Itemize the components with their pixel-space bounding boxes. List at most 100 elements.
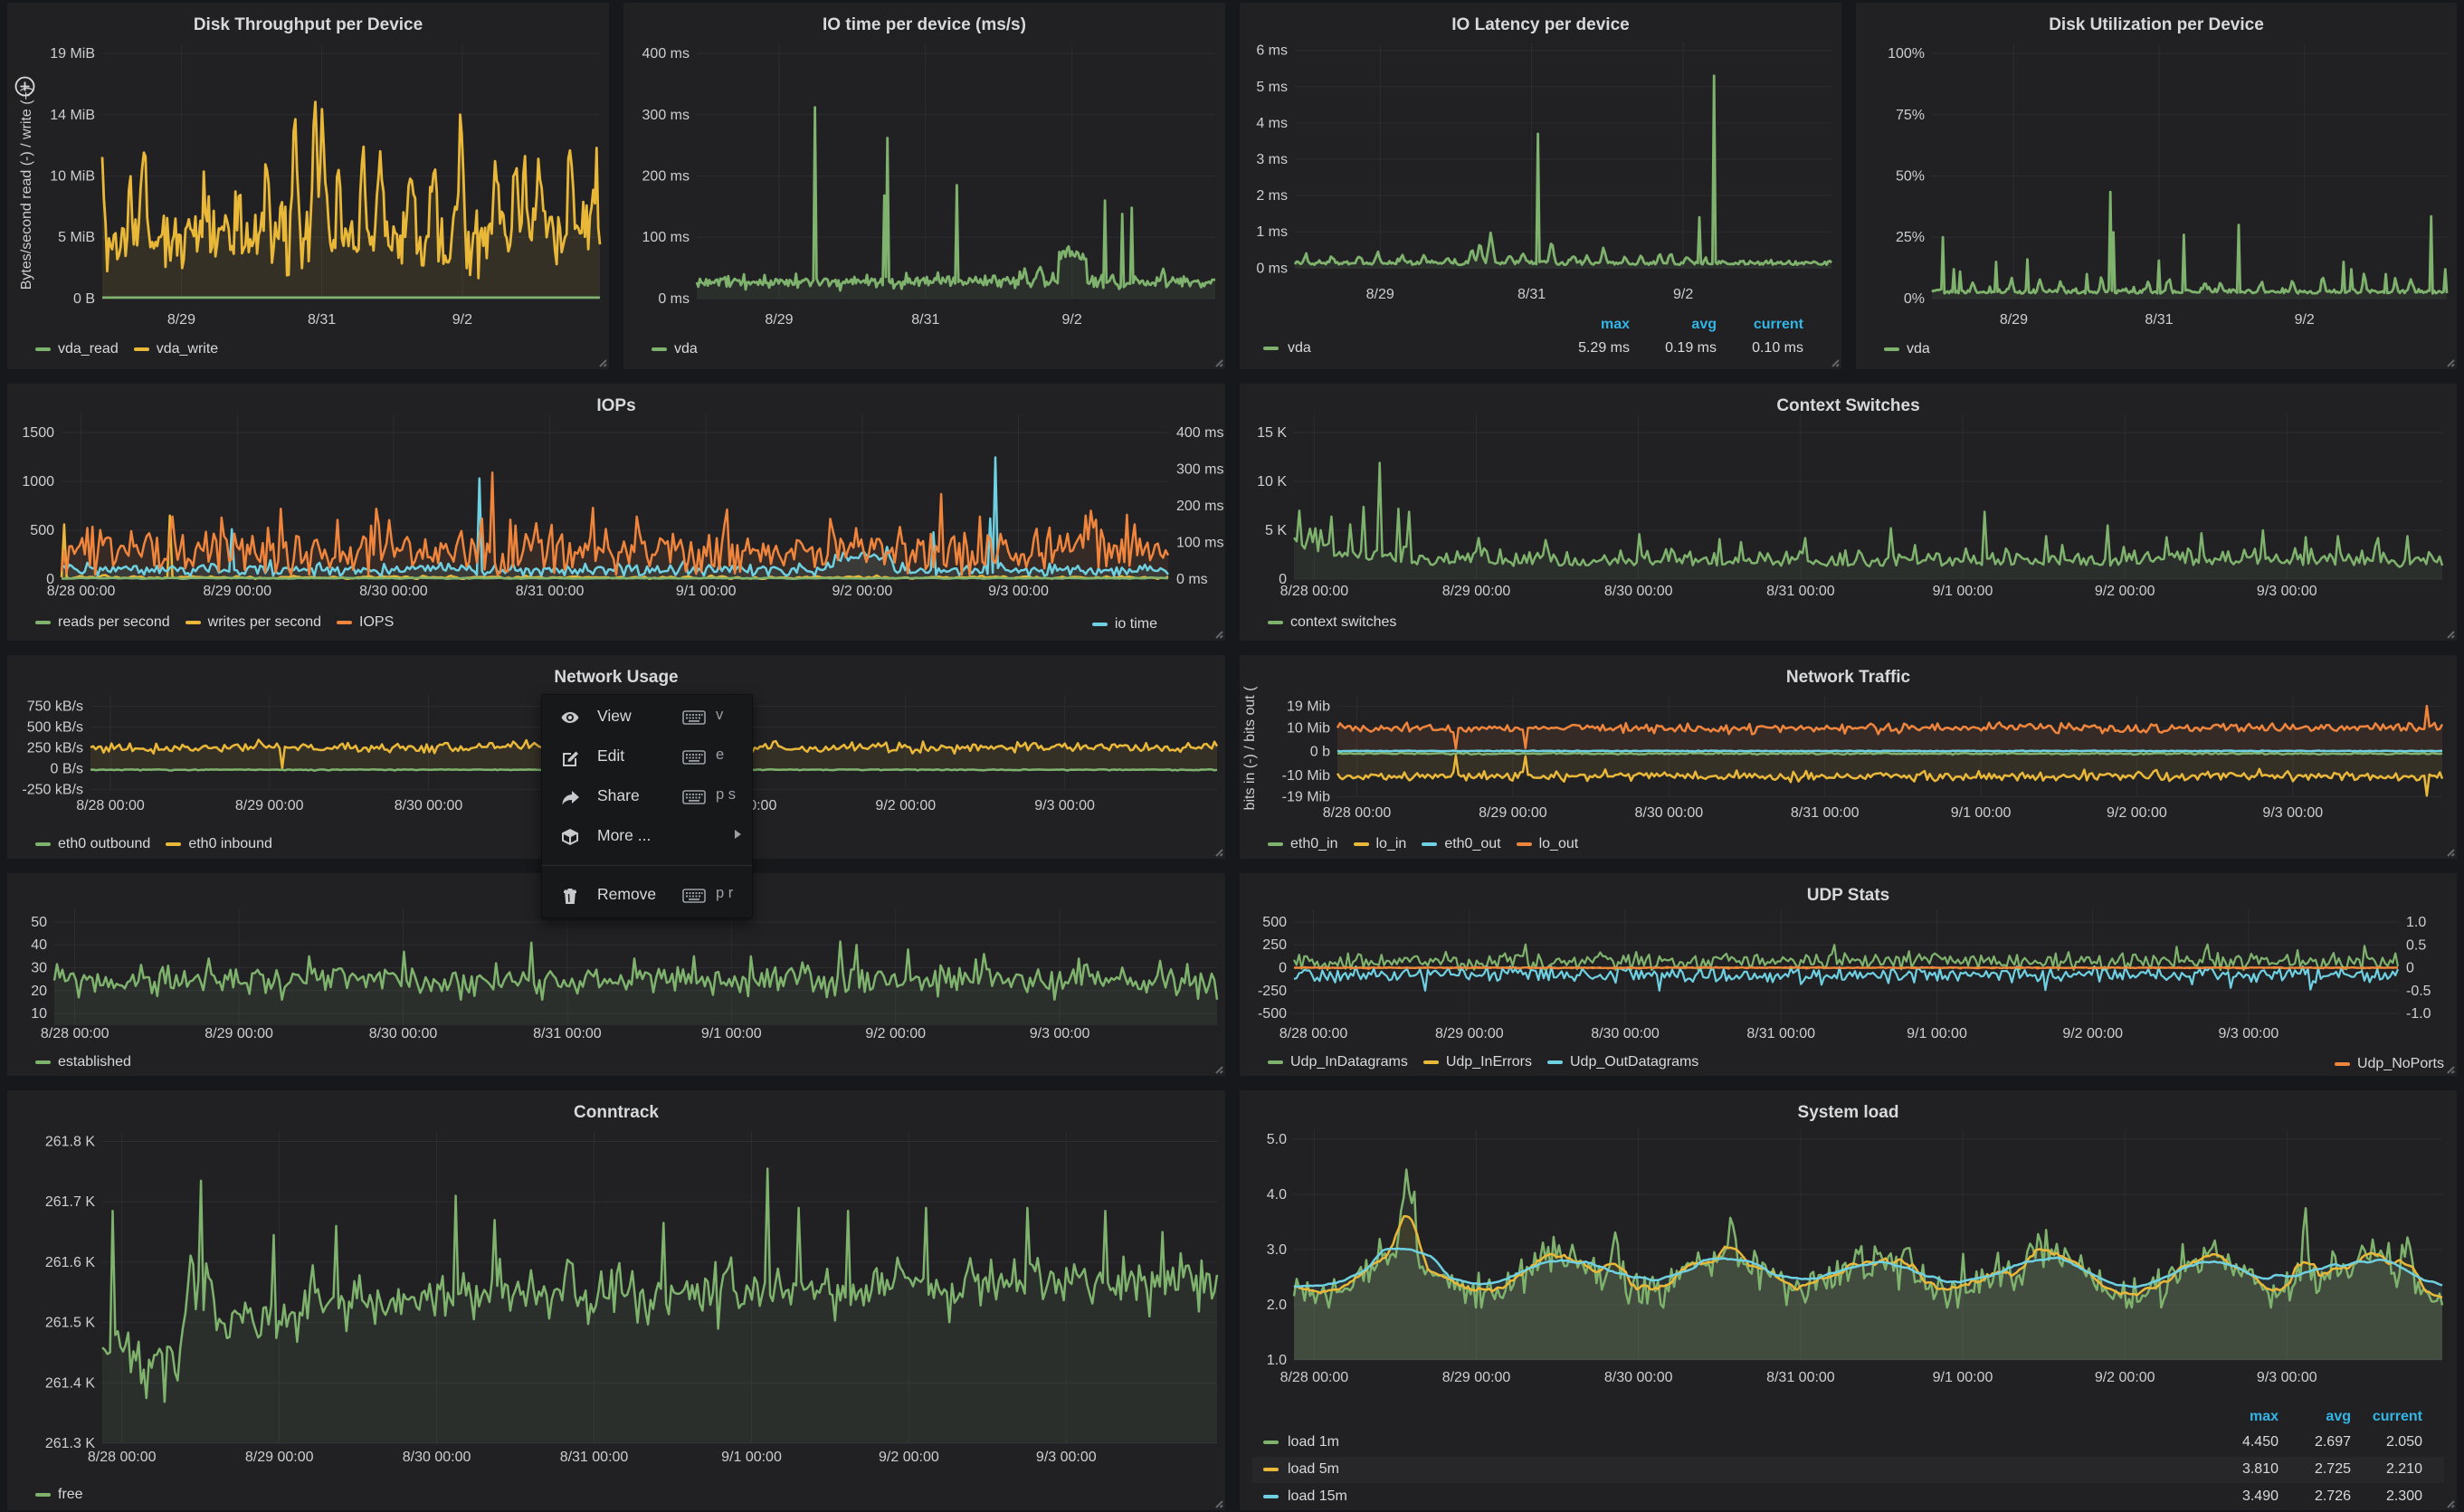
svg-text:8/30 00:00: 8/30 00:00 <box>395 798 463 813</box>
svg-text:9/2 00:00: 9/2 00:00 <box>2062 1026 2123 1041</box>
svg-text:14 MiB: 14 MiB <box>50 108 95 123</box>
svg-text:9/2: 9/2 <box>2295 312 2315 328</box>
svg-text:261.5 K: 261.5 K <box>45 1316 95 1331</box>
svg-text:9/2 00:00: 9/2 00:00 <box>2095 1370 2155 1385</box>
svg-text:8/28 00:00: 8/28 00:00 <box>76 798 145 813</box>
svg-text:5 MiB: 5 MiB <box>58 230 95 245</box>
svg-text:0%: 0% <box>1904 291 1925 307</box>
svg-text:8/29: 8/29 <box>1366 287 1394 302</box>
svg-text:30: 30 <box>31 961 47 976</box>
svg-text:8/29 00:00: 8/29 00:00 <box>203 584 271 599</box>
svg-text:9/2 00:00: 9/2 00:00 <box>879 1450 939 1465</box>
svg-text:8/31 00:00: 8/31 00:00 <box>516 584 585 599</box>
svg-text:8/31: 8/31 <box>911 312 939 328</box>
svg-text:300 ms: 300 ms <box>642 108 690 123</box>
svg-text:9/1 00:00: 9/1 00:00 <box>1907 1026 1967 1041</box>
svg-text:9/2 00:00: 9/2 00:00 <box>875 798 936 813</box>
svg-text:-500: -500 <box>1258 1006 1287 1022</box>
svg-text:750 kB/s: 750 kB/s <box>27 699 83 715</box>
svg-text:-250 kB/s: -250 kB/s <box>22 783 83 798</box>
svg-text:8/31: 8/31 <box>2145 312 2173 328</box>
svg-text:261.8 K: 261.8 K <box>45 1135 95 1150</box>
svg-text:4 ms: 4 ms <box>1256 116 1288 131</box>
svg-text:9/3 00:00: 9/3 00:00 <box>2219 1026 2279 1041</box>
svg-text:9/2 00:00: 9/2 00:00 <box>2095 584 2155 599</box>
svg-text:8/30 00:00: 8/30 00:00 <box>403 1450 471 1465</box>
svg-text:8/29 00:00: 8/29 00:00 <box>245 1450 314 1465</box>
svg-text:200 ms: 200 ms <box>1176 499 1223 514</box>
svg-text:9/1 00:00: 9/1 00:00 <box>1933 584 1993 599</box>
svg-text:10 Mib: 10 Mib <box>1287 720 1330 736</box>
svg-text:500 kB/s: 500 kB/s <box>27 720 83 736</box>
svg-text:9/2: 9/2 <box>1061 312 1081 328</box>
svg-text:10: 10 <box>31 1006 47 1022</box>
svg-text:0: 0 <box>46 572 54 587</box>
svg-text:8/31 00:00: 8/31 00:00 <box>1766 584 1835 599</box>
svg-text:8/29 00:00: 8/29 00:00 <box>1479 805 1547 821</box>
svg-text:8/31 00:00: 8/31 00:00 <box>1746 1026 1815 1041</box>
svg-text:25%: 25% <box>1896 230 1925 245</box>
svg-text:400 ms: 400 ms <box>1176 425 1223 441</box>
svg-text:8/31: 8/31 <box>308 312 336 328</box>
svg-text:3.0: 3.0 <box>1267 1242 1287 1258</box>
svg-text:8/29 00:00: 8/29 00:00 <box>235 798 304 813</box>
svg-text:bits in (-) / bits out (: bits in (-) / bits out ( <box>1242 686 1258 811</box>
svg-text:9/2 00:00: 9/2 00:00 <box>865 1026 926 1041</box>
svg-text:-250: -250 <box>1258 984 1287 999</box>
svg-text:2 ms: 2 ms <box>1256 188 1288 204</box>
svg-text:9/1 00:00: 9/1 00:00 <box>1933 1370 1993 1385</box>
svg-text:0 ms: 0 ms <box>658 291 690 307</box>
svg-text:1500: 1500 <box>22 425 54 441</box>
svg-text:3 ms: 3 ms <box>1256 152 1288 167</box>
svg-text:8/31 00:00: 8/31 00:00 <box>560 1450 629 1465</box>
svg-text:0.5: 0.5 <box>2406 937 2426 953</box>
svg-text:5 K: 5 K <box>1265 523 1287 538</box>
svg-text:8/29 00:00: 8/29 00:00 <box>1442 584 1511 599</box>
svg-text:8/28 00:00: 8/28 00:00 <box>41 1026 109 1041</box>
svg-text:261.4 K: 261.4 K <box>45 1375 95 1391</box>
svg-text:-19 Mib: -19 Mib <box>1282 790 1330 805</box>
svg-text:9/2: 9/2 <box>452 312 472 328</box>
svg-text:8/28 00:00: 8/28 00:00 <box>1280 1026 1348 1041</box>
svg-text:9/3 00:00: 9/3 00:00 <box>2257 584 2317 599</box>
svg-text:-0.5: -0.5 <box>2406 984 2431 999</box>
svg-text:4.0: 4.0 <box>1267 1187 1287 1203</box>
svg-text:9/1 00:00: 9/1 00:00 <box>676 584 737 599</box>
svg-text:9/2 00:00: 9/2 00:00 <box>2107 805 2167 821</box>
svg-text:0 ms: 0 ms <box>1256 261 1288 276</box>
svg-text:8/29 00:00: 8/29 00:00 <box>1435 1026 1504 1041</box>
svg-text:0 B: 0 B <box>73 291 95 307</box>
svg-text:0 b: 0 b <box>1310 745 1330 760</box>
svg-text:1.0: 1.0 <box>2406 915 2426 930</box>
svg-text:75%: 75% <box>1896 108 1925 123</box>
svg-text:8/30 00:00: 8/30 00:00 <box>359 584 428 599</box>
svg-text:8/28 00:00: 8/28 00:00 <box>88 1450 157 1465</box>
svg-text:8/30 00:00: 8/30 00:00 <box>1604 584 1673 599</box>
svg-text:9/3 00:00: 9/3 00:00 <box>1036 1450 1097 1465</box>
svg-text:8/30 00:00: 8/30 00:00 <box>1591 1026 1660 1041</box>
svg-text:8/28 00:00: 8/28 00:00 <box>1280 584 1349 599</box>
svg-text:0: 0 <box>1279 961 1287 976</box>
svg-text:Bytes/second read (-) / write: Bytes/second read (-) / write (+) <box>19 87 34 290</box>
svg-text:-1.0: -1.0 <box>2406 1006 2431 1022</box>
svg-text:50%: 50% <box>1896 169 1925 185</box>
svg-text:9/3 00:00: 9/3 00:00 <box>2262 805 2323 821</box>
svg-text:8/29 00:00: 8/29 00:00 <box>1442 1370 1511 1385</box>
svg-text:8/29: 8/29 <box>2000 312 2028 328</box>
svg-text:9/2: 9/2 <box>1673 287 1693 302</box>
svg-text:5.0: 5.0 <box>1267 1132 1287 1147</box>
svg-text:261.3 K: 261.3 K <box>45 1436 95 1451</box>
svg-text:20: 20 <box>31 984 47 999</box>
svg-text:1.0: 1.0 <box>1267 1353 1287 1368</box>
svg-text:500: 500 <box>30 523 54 538</box>
svg-text:261.6 K: 261.6 K <box>45 1255 95 1270</box>
svg-text:400 ms: 400 ms <box>642 46 690 62</box>
svg-text:9/3 00:00: 9/3 00:00 <box>1034 798 1095 813</box>
svg-text:50: 50 <box>31 915 47 930</box>
svg-text:9/1 00:00: 9/1 00:00 <box>721 1450 782 1465</box>
svg-text:200 ms: 200 ms <box>642 169 690 185</box>
svg-text:8/31 00:00: 8/31 00:00 <box>1766 1370 1835 1385</box>
svg-text:8/29: 8/29 <box>167 312 195 328</box>
svg-text:5 ms: 5 ms <box>1256 80 1288 95</box>
svg-text:8/31 00:00: 8/31 00:00 <box>533 1026 602 1041</box>
